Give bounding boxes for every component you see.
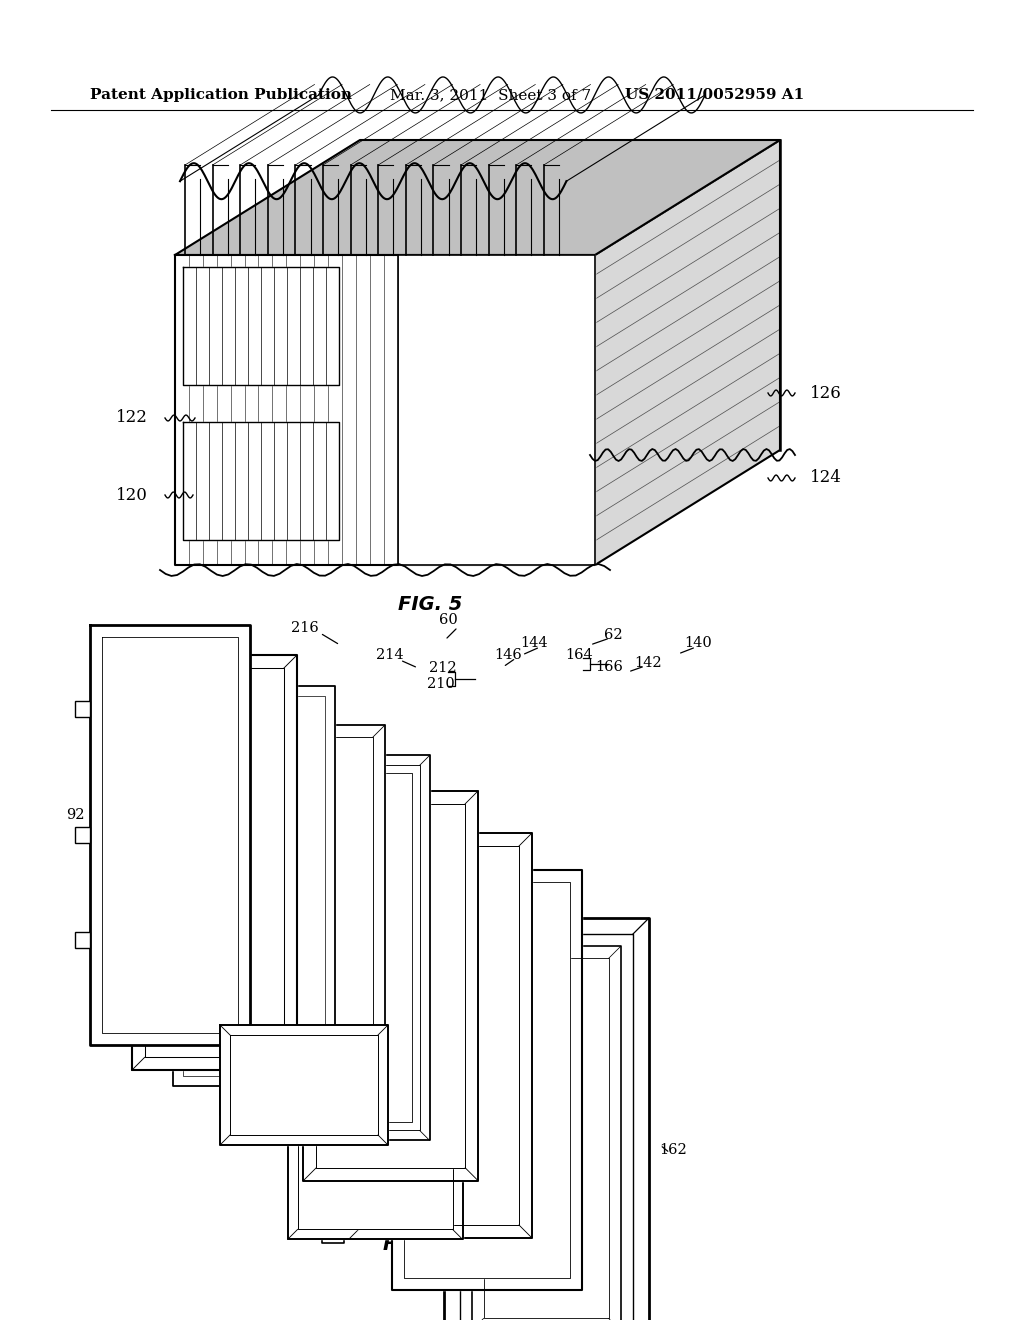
- Bar: [295, 882, 311, 895]
- Polygon shape: [144, 668, 284, 1057]
- Polygon shape: [362, 846, 519, 1225]
- Polygon shape: [230, 1035, 378, 1135]
- Text: 162: 162: [659, 1143, 687, 1158]
- Polygon shape: [175, 140, 780, 255]
- Text: 216: 216: [291, 620, 318, 635]
- Bar: [295, 999, 311, 1011]
- Polygon shape: [397, 255, 595, 565]
- Bar: [210, 814, 228, 830]
- Polygon shape: [460, 935, 633, 1320]
- Bar: [75, 932, 90, 948]
- Polygon shape: [183, 422, 339, 540]
- Text: 214: 214: [376, 648, 403, 663]
- Text: 124: 124: [810, 470, 842, 487]
- Polygon shape: [102, 638, 238, 1034]
- Text: 126: 126: [810, 384, 842, 401]
- Text: 160: 160: [407, 1146, 434, 1160]
- Polygon shape: [403, 882, 569, 1278]
- Bar: [122, 863, 141, 879]
- Text: 90: 90: [327, 1043, 345, 1057]
- Text: 164: 164: [565, 648, 593, 663]
- Polygon shape: [173, 686, 335, 1086]
- Text: 142: 142: [634, 656, 662, 671]
- Text: 144: 144: [520, 636, 548, 649]
- Polygon shape: [183, 268, 339, 385]
- Text: Mar. 3, 2011  Sheet 3 of 7: Mar. 3, 2011 Sheet 3 of 7: [390, 88, 591, 102]
- Polygon shape: [132, 656, 297, 1071]
- Polygon shape: [175, 255, 595, 565]
- Text: 140: 140: [684, 636, 712, 649]
- Polygon shape: [271, 766, 420, 1130]
- Polygon shape: [391, 870, 582, 1291]
- Text: 122: 122: [116, 409, 148, 426]
- Text: 120: 120: [116, 487, 148, 503]
- Bar: [75, 701, 90, 717]
- Polygon shape: [303, 791, 478, 1181]
- Text: 212: 212: [429, 661, 457, 675]
- Text: 60: 60: [438, 612, 458, 627]
- Bar: [210, 932, 228, 948]
- Polygon shape: [220, 1026, 388, 1144]
- Polygon shape: [183, 696, 326, 1076]
- Polygon shape: [595, 140, 780, 565]
- Polygon shape: [350, 833, 532, 1238]
- Polygon shape: [483, 958, 608, 1319]
- Text: 92: 92: [66, 808, 84, 822]
- Polygon shape: [220, 725, 385, 1115]
- Polygon shape: [443, 919, 648, 1320]
- Text: FIG. 6: FIG. 6: [383, 1236, 447, 1254]
- Text: US 2011/0052959 A1: US 2011/0052959 A1: [625, 88, 804, 102]
- Polygon shape: [261, 755, 430, 1140]
- Polygon shape: [232, 737, 373, 1104]
- Text: 146: 146: [495, 648, 522, 663]
- Polygon shape: [298, 1130, 453, 1229]
- Polygon shape: [280, 774, 412, 1122]
- Text: FIG. 5: FIG. 5: [397, 595, 462, 615]
- Polygon shape: [288, 1119, 463, 1239]
- Polygon shape: [90, 624, 250, 1045]
- Text: 210: 210: [427, 677, 455, 690]
- Polygon shape: [322, 828, 344, 1243]
- Bar: [122, 739, 141, 755]
- Bar: [75, 828, 90, 843]
- Bar: [354, 727, 384, 755]
- Text: 166: 166: [595, 660, 623, 675]
- Polygon shape: [472, 946, 621, 1320]
- Polygon shape: [316, 804, 465, 1168]
- Text: 20: 20: [580, 166, 601, 183]
- Text: 62: 62: [604, 628, 623, 642]
- Bar: [222, 664, 254, 686]
- Text: Patent Application Publication: Patent Application Publication: [90, 88, 352, 102]
- Bar: [303, 727, 341, 755]
